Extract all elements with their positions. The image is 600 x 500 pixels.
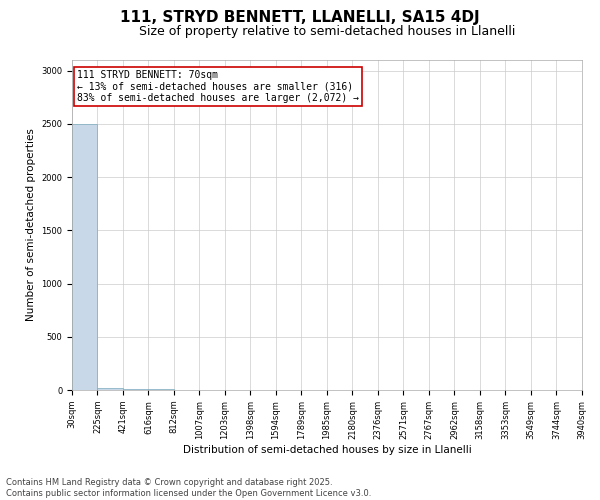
Bar [72,124,97,390]
Bar [123,389,148,390]
Text: 111, STRYD BENNETT, LLANELLI, SA15 4DJ: 111, STRYD BENNETT, LLANELLI, SA15 4DJ [120,10,480,25]
X-axis label: Distribution of semi-detached houses by size in Llanelli: Distribution of semi-detached houses by … [182,444,472,454]
Title: Size of property relative to semi-detached houses in Llanelli: Size of property relative to semi-detach… [139,25,515,38]
Bar [97,388,123,390]
Text: 111 STRYD BENNETT: 70sqm
← 13% of semi-detached houses are smaller (316)
83% of : 111 STRYD BENNETT: 70sqm ← 13% of semi-d… [77,70,359,103]
Y-axis label: Number of semi-detached properties: Number of semi-detached properties [26,128,35,322]
Text: Contains HM Land Registry data © Crown copyright and database right 2025.
Contai: Contains HM Land Registry data © Crown c… [6,478,371,498]
